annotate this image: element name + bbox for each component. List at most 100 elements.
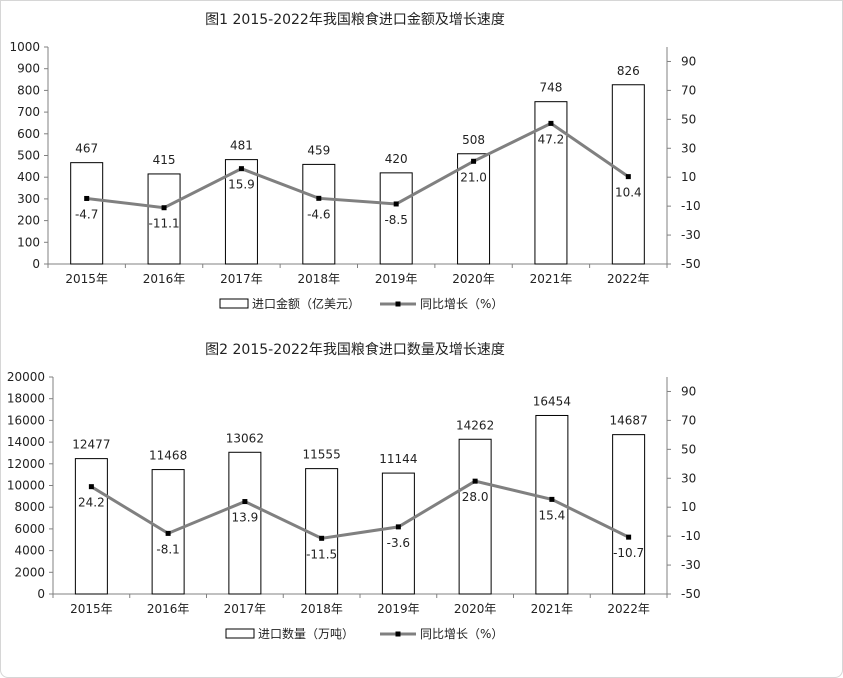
y2-tick-label: 90 xyxy=(681,54,696,68)
line-point xyxy=(395,524,401,530)
x-tick-label: 2017年 xyxy=(224,602,267,616)
bar xyxy=(302,163,336,265)
legend-swatch-marker xyxy=(395,631,401,637)
y2-tick-label: 10 xyxy=(681,500,696,514)
y2-tick-label: 90 xyxy=(681,384,696,398)
y-tick-label: 2000 xyxy=(14,565,45,579)
bar-data-label: 14687 xyxy=(610,414,648,428)
y-tick-label: 400 xyxy=(17,170,40,184)
legend-swatch-bar xyxy=(219,298,249,309)
x-tick-label: 2019年 xyxy=(375,272,418,286)
bar xyxy=(224,159,258,265)
series-line-growth xyxy=(90,479,630,540)
y2-tick-label: -50 xyxy=(681,587,701,601)
line-data-label: -11.5 xyxy=(306,547,337,561)
line-data-label: 28.0 xyxy=(462,490,489,504)
bar xyxy=(147,173,181,265)
line-data-label: -10.7 xyxy=(613,546,644,560)
line-point xyxy=(393,201,399,207)
line-data-label: 15.9 xyxy=(228,178,255,192)
line-data-label: 21.0 xyxy=(460,170,487,184)
line-data-label: 24.2 xyxy=(78,496,105,510)
bar-data-label: 14262 xyxy=(456,418,494,432)
y2-tick-label: 70 xyxy=(681,413,696,427)
legend: 进口数量（万吨） 同比增长（%） xyxy=(225,626,503,641)
x-tick-label: 2022年 xyxy=(607,272,650,286)
line-point xyxy=(88,484,94,490)
y2-tick-label: -30 xyxy=(681,558,701,572)
y-tick-label: 12000 xyxy=(7,457,45,471)
chart-2: 图2 2015-2022年我国粮食进口数量及增长速度 0 2000 4000 6000 8… xyxy=(7,341,701,641)
bar-data-label: 415 xyxy=(153,153,176,167)
bar xyxy=(457,153,491,265)
y2-tick-label: 70 xyxy=(681,83,696,97)
y-tick-label: 300 xyxy=(17,192,40,206)
y2-tick-label: -10 xyxy=(681,529,701,543)
bar-data-label: 11555 xyxy=(303,448,341,462)
line-data-label: -8.5 xyxy=(384,213,407,227)
line-point xyxy=(626,534,632,540)
line-data-label: 10.4 xyxy=(615,186,642,200)
line-point xyxy=(238,166,244,172)
line-point xyxy=(472,478,478,484)
line-point xyxy=(316,195,322,201)
line-point xyxy=(548,120,554,126)
line-point xyxy=(161,205,167,211)
x-tick-label: 2015年 xyxy=(70,602,113,616)
bar-data-label: 16454 xyxy=(533,394,571,408)
y-tick-label: 500 xyxy=(17,149,40,163)
bar xyxy=(534,101,568,265)
chart-1: 图1 2015-2022年我国粮食进口金额及增长速度 0 100 200 300 400 5… xyxy=(9,11,700,311)
bar xyxy=(74,458,108,595)
bar xyxy=(379,172,413,265)
y-tick-label: 900 xyxy=(17,62,40,76)
line-point xyxy=(549,496,555,502)
x-tick-label: 2021年 xyxy=(531,602,574,616)
bar xyxy=(305,468,339,595)
x-tick-label: 2015年 xyxy=(65,272,108,286)
y-tick-label: 700 xyxy=(17,105,40,119)
y-tick-label: 800 xyxy=(17,83,40,97)
line-data-label: -4.6 xyxy=(307,207,330,221)
legend-label-bar: 进口金额（亿美元） xyxy=(252,296,360,311)
line-point xyxy=(84,195,90,201)
bar-data-label: 420 xyxy=(385,152,408,166)
y2-tick-label: -50 xyxy=(681,257,701,271)
y2-tick-label: 30 xyxy=(681,141,696,155)
series-line-growth xyxy=(86,121,630,210)
x-tick-label: 2016年 xyxy=(143,272,186,286)
bar-data-label: 11468 xyxy=(149,449,187,463)
y-tick-label: 20000 xyxy=(7,370,45,384)
legend: 进口金额（亿美元） 同比增长（%） xyxy=(219,296,503,311)
x-tick-label: 2018年 xyxy=(300,602,343,616)
line-data-label: -8.1 xyxy=(156,542,179,556)
y2-tick-label: -30 xyxy=(681,228,701,242)
x-tick-label: 2017年 xyxy=(220,272,263,286)
line-data-label: 15.4 xyxy=(539,508,566,522)
y-tick-label: 600 xyxy=(17,127,40,141)
line-point xyxy=(625,174,631,180)
bar-data-label: 459 xyxy=(307,143,330,157)
y-tick-label: 0 xyxy=(37,587,45,601)
bar xyxy=(228,451,262,595)
x-tick-label: 2021年 xyxy=(530,272,573,286)
line-data-label: -4.7 xyxy=(75,207,98,221)
y-tick-label: 100 xyxy=(17,235,40,249)
y-tick-label: 8000 xyxy=(14,500,45,514)
line-point xyxy=(319,535,325,541)
bar-data-label: 13062 xyxy=(226,431,264,445)
line-data-label: -11.1 xyxy=(149,217,180,231)
legend-swatch-marker xyxy=(395,301,401,307)
legend-label-line: 同比增长（%） xyxy=(420,627,503,641)
bar-data-label: 12477 xyxy=(72,438,110,452)
line-point xyxy=(242,499,248,505)
bar-data-label: 11144 xyxy=(379,452,417,466)
line-point xyxy=(471,158,477,164)
y-tick-label: 4000 xyxy=(14,544,45,558)
x-tick-label: 2016年 xyxy=(147,602,190,616)
y2-tick-label: -10 xyxy=(681,199,701,213)
x-tick-label: 2019年 xyxy=(377,602,420,616)
bar-data-label: 748 xyxy=(539,81,562,95)
